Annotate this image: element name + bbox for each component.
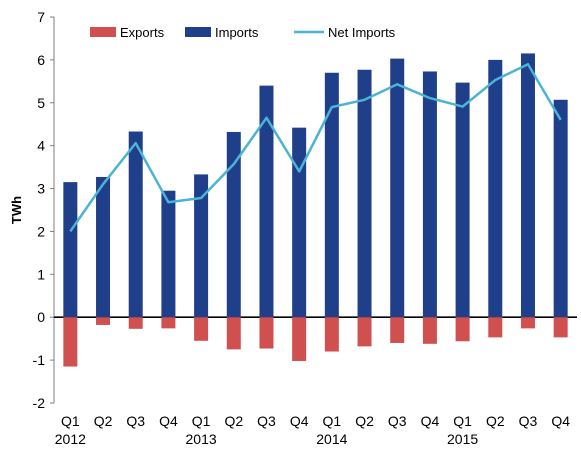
legend-swatch xyxy=(185,27,211,37)
x-tick-label: Q2 xyxy=(94,413,113,429)
exports-bar xyxy=(455,317,470,342)
y-tick-label: 0 xyxy=(37,309,45,325)
imports-bar xyxy=(194,174,209,318)
exports-bar xyxy=(259,317,274,349)
y-tick-label: -2 xyxy=(33,395,46,411)
net-imports-line xyxy=(69,62,562,233)
x-tick-label: Q1 xyxy=(323,413,342,429)
x-tick-label: Q4 xyxy=(290,413,309,429)
x-tick-label: Q4 xyxy=(551,413,570,429)
exports-bar xyxy=(226,317,241,350)
exports-bar xyxy=(553,317,568,338)
chart-legend: Exports Imports Net Imports xyxy=(90,25,396,40)
x-tick-label: Q2 xyxy=(486,413,505,429)
y-tick-label: 5 xyxy=(37,95,45,111)
x-tick-label: Q3 xyxy=(126,413,145,429)
imports-bar xyxy=(422,71,437,318)
exports-bar xyxy=(161,317,176,329)
x-tick-label: Q3 xyxy=(388,413,407,429)
x-tick-label: Q4 xyxy=(159,413,178,429)
imports-bar xyxy=(553,99,568,318)
x-tick-label: Q1 xyxy=(453,413,472,429)
exports-bar xyxy=(96,317,111,325)
imports-bar xyxy=(128,131,143,318)
exports-bar xyxy=(422,317,437,344)
exports-bar xyxy=(520,317,535,329)
exports-bar xyxy=(357,317,372,347)
y-tick-label: 4 xyxy=(37,138,45,154)
imports-bar xyxy=(390,58,405,318)
year-label: 2013 xyxy=(186,431,217,447)
y-tick-label: 7 xyxy=(37,9,45,25)
x-tick-label: Q4 xyxy=(421,413,440,429)
imports-bar xyxy=(488,59,503,318)
legend-swatch xyxy=(90,27,116,37)
exports-bar xyxy=(488,317,503,338)
year-label: 2012 xyxy=(55,431,86,447)
y-tick-label: -1 xyxy=(33,352,46,368)
y-tick-label: 6 xyxy=(37,52,45,68)
chart-labels: -2 -1 0 1 2 3 4 5 6 7 TWh Q1 Q2 Q3 Q4 Q1 Q2 Q3 Q4 Q1 Q2 Q3 Q4 Q… xyxy=(9,9,570,447)
legend-label: Imports xyxy=(215,25,259,40)
imports-bar xyxy=(161,190,176,318)
imports-bar xyxy=(324,72,339,318)
exports-bar xyxy=(292,317,307,361)
x-tick-label: Q2 xyxy=(224,413,243,429)
year-label: 2014 xyxy=(316,431,347,447)
exports-bar xyxy=(390,317,405,343)
year-label: 2015 xyxy=(447,431,478,447)
x-tick-label: Q1 xyxy=(61,413,80,429)
x-tick-label: Q1 xyxy=(192,413,211,429)
y-tick-label: 3 xyxy=(37,181,45,197)
y-axis-title: TWh xyxy=(9,196,24,224)
imports-bar xyxy=(357,69,372,318)
imports-bar xyxy=(96,176,111,318)
imports-bar xyxy=(455,82,470,318)
y-tick-label: 1 xyxy=(37,266,45,282)
y-tick-label: 2 xyxy=(37,223,45,239)
exports-bar xyxy=(194,317,209,341)
imports-bar xyxy=(292,127,307,318)
x-tick-label: Q3 xyxy=(519,413,538,429)
x-tick-label: Q2 xyxy=(355,413,374,429)
chart-bars xyxy=(63,53,568,367)
imports-bar xyxy=(226,131,241,318)
imports-bar xyxy=(520,53,535,318)
chart-line xyxy=(69,62,562,233)
legend-label: Net Imports xyxy=(328,25,396,40)
x-tick-label: Q3 xyxy=(257,413,276,429)
imports-bar xyxy=(63,182,78,318)
exports-bar xyxy=(63,317,78,367)
exports-bar xyxy=(128,317,143,329)
exports-bar xyxy=(324,317,339,352)
legend-label: Exports xyxy=(120,25,165,40)
imports-bar xyxy=(259,85,274,318)
